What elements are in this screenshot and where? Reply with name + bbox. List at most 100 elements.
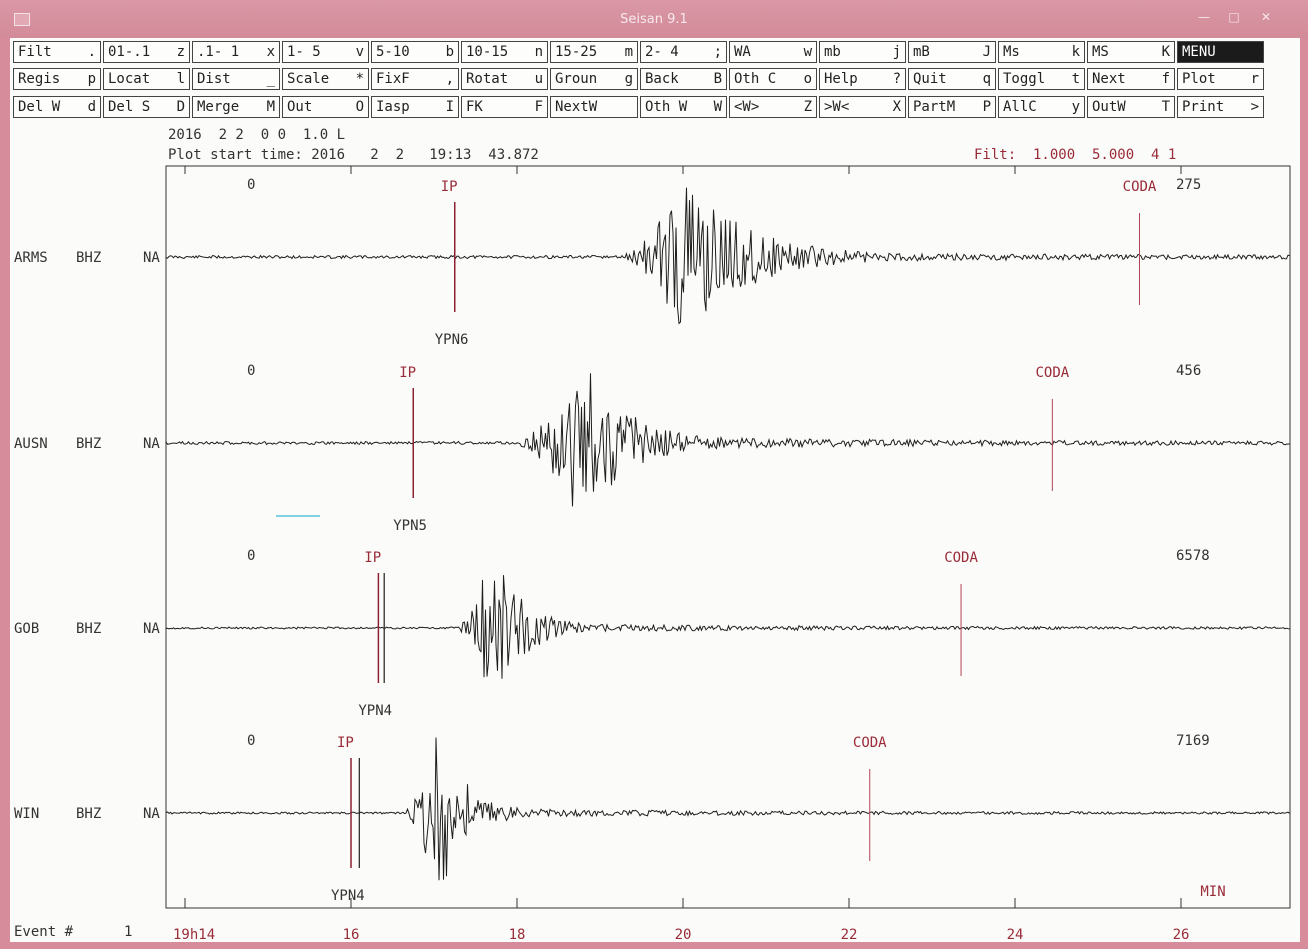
btn-shortcut: d <box>87 99 96 115</box>
phase-station-label: YPN6 <box>435 332 469 348</box>
btn-01-1[interactable]: 01-.1 z <box>103 41 190 63</box>
btn-15-25[interactable]: 15-25 m <box>550 41 638 63</box>
trace-max-amplitude: 456 <box>1176 363 1201 379</box>
btn-label: Toggl <box>1003 71 1046 87</box>
btn-1-5[interactable]: 1- 5 v <box>282 41 369 63</box>
waveform-trace[interactable] <box>165 187 1290 325</box>
component-name: BHZ <box>76 806 101 822</box>
btn-ms[interactable]: MS K <box>1087 41 1175 63</box>
trace-max-amplitude: 275 <box>1176 177 1201 193</box>
close-icon[interactable]: ✕ <box>1260 10 1272 24</box>
btn-shortcut: p <box>87 71 96 87</box>
phase-label: IP <box>364 550 381 566</box>
btn-5-10[interactable]: 5-10 b <box>371 41 459 63</box>
btn-oth-c[interactable]: Oth C o <box>729 68 817 90</box>
btn-mb[interactable]: mB J <box>908 41 996 63</box>
trace-units: NA <box>143 621 160 637</box>
btn-label: MS <box>1092 44 1109 60</box>
btn-label: <W> <box>734 99 760 115</box>
btn-label: FixF <box>376 71 410 87</box>
maximize-icon[interactable]: □ <box>1228 10 1240 24</box>
filter-readout: Filt: 1.000 5.000 4 1 <box>974 147 1177 163</box>
btn-shortcut: O <box>355 99 364 115</box>
btn-2-4[interactable]: 2- 4; <box>640 41 727 63</box>
btn-shortcut: T <box>1161 99 1170 115</box>
station-name: ARMS <box>14 250 48 266</box>
trace-max-amplitude: 6578 <box>1176 548 1210 564</box>
btn-menu[interactable]: MENU <box>1177 41 1264 63</box>
plot-start-time: Plot start time: 2016 2 2 19:13 43.872 <box>168 147 539 163</box>
trace-zero-label: 0 <box>247 177 255 193</box>
btn-oth-w[interactable]: Oth W W <box>640 96 727 118</box>
station-name: AUSN <box>14 436 48 452</box>
btn-label: 01-.1 <box>108 44 151 60</box>
btn-groun[interactable]: Groun g <box>550 68 638 90</box>
btn-label: Next <box>1092 71 1126 87</box>
btn-w[interactable]: <W> Z <box>729 96 817 118</box>
btn-outw[interactable]: OutW T <box>1087 96 1175 118</box>
minimize-icon[interactable]: — <box>1198 10 1210 24</box>
btn-scale[interactable]: Scale * <box>282 68 369 90</box>
btn-shortcut: M <box>266 99 275 115</box>
btn-label: Ms <box>1003 44 1020 60</box>
btn-mb[interactable]: mb j <box>819 41 906 63</box>
btn-locat[interactable]: Locat l <box>103 68 190 90</box>
btn-next[interactable]: Next f <box>1087 68 1175 90</box>
coda-label: CODA <box>944 550 978 566</box>
btn-fk[interactable]: FK F <box>461 96 548 118</box>
btn-shortcut: ; <box>713 44 722 60</box>
btn-label: AllC <box>1003 99 1037 115</box>
btn-nextw[interactable]: NextW <box>550 96 638 118</box>
btn-label: Filt <box>18 44 52 60</box>
trace-max-amplitude: 7169 <box>1176 733 1210 749</box>
btn-allc[interactable]: AllC y <box>998 96 1085 118</box>
trace-units: NA <box>143 250 160 266</box>
btn-iasp[interactable]: Iasp I <box>371 96 459 118</box>
window-title: Seisan 9.1 <box>620 12 688 27</box>
btn-shortcut: Z <box>803 99 812 115</box>
btn-label: Oth W <box>645 99 688 115</box>
btn-label: 1- 5 <box>287 44 321 60</box>
btn-1-1[interactable]: .1- 1 x <box>192 41 280 63</box>
app-icon <box>14 13 30 26</box>
btn-print[interactable]: Print > <box>1177 96 1264 118</box>
btn-merge[interactable]: Merge M <box>192 96 280 118</box>
btn-del-s[interactable]: Del S D <box>103 96 190 118</box>
btn-rotat[interactable]: Rotat u <box>461 68 548 90</box>
phase-station-label: YPN4 <box>331 888 365 904</box>
trace-units: NA <box>143 806 160 822</box>
waveform-trace[interactable] <box>165 575 1290 679</box>
btn-filt[interactable]: Filt. <box>13 41 101 63</box>
btn-out[interactable]: Out O <box>282 96 369 118</box>
btn-shortcut: , <box>445 71 454 87</box>
btn-w[interactable]: >W< X <box>819 96 906 118</box>
btn-quit[interactable]: Quit q <box>908 68 996 90</box>
btn-dist[interactable]: Dist _ <box>192 68 280 90</box>
btn-10-15[interactable]: 10-15 n <box>461 41 548 63</box>
btn-fixf[interactable]: FixF, <box>371 68 459 90</box>
btn-del-w[interactable]: Del W d <box>13 96 101 118</box>
btn-shortcut: x <box>266 44 275 60</box>
btn-toggl[interactable]: Toggl t <box>998 68 1085 90</box>
waveform-trace[interactable] <box>165 373 1290 507</box>
btn-help[interactable]: Help? <box>819 68 906 90</box>
btn-partm[interactable]: PartM P <box>908 96 996 118</box>
btn-shortcut: P <box>982 99 991 115</box>
title-bar: Seisan 9.1 — □ ✕ <box>0 0 1308 38</box>
btn-plot[interactable]: Plot r <box>1177 68 1264 90</box>
btn-shortcut: F <box>534 99 543 115</box>
btn-ms[interactable]: Ms k <box>998 41 1085 63</box>
waveform-trace[interactable] <box>165 737 1290 881</box>
btn-label: OutW <box>1092 99 1126 115</box>
btn-back[interactable]: Back B <box>640 68 727 90</box>
btn-shortcut: J <box>982 44 991 60</box>
btn-label: Locat <box>108 71 151 87</box>
btn-shortcut: ? <box>892 71 901 87</box>
btn-wa[interactable]: WA w <box>729 41 817 63</box>
btn-label: Del W <box>18 99 61 115</box>
btn-regis[interactable]: Regis p <box>13 68 101 90</box>
coda-label: CODA <box>853 735 887 751</box>
btn-label: Rotat <box>466 71 509 87</box>
btn-shortcut: n <box>534 44 543 60</box>
